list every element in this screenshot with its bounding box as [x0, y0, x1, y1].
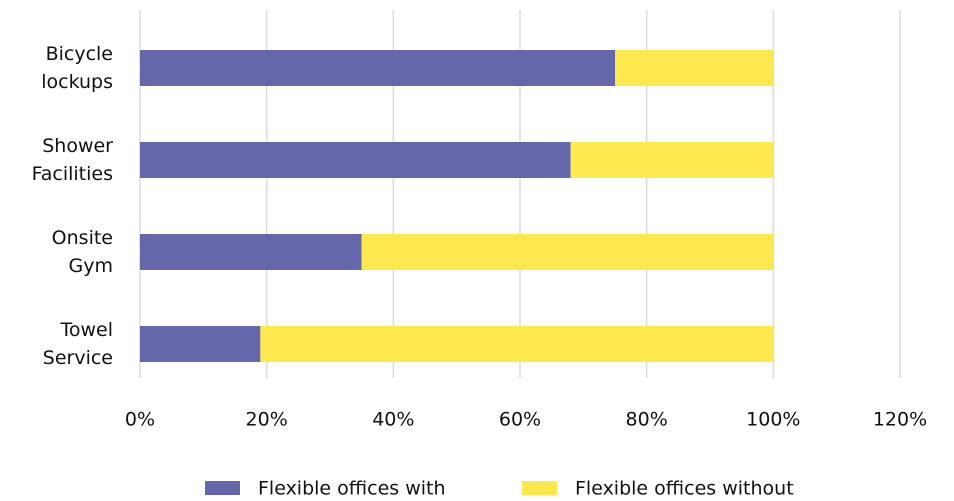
y-tick-label-line: Shower	[42, 135, 113, 157]
y-tick-label: Onsite Gym	[52, 227, 113, 277]
bar	[140, 234, 362, 270]
y-tick-label-line: Onsite	[52, 227, 113, 249]
bar	[570, 142, 774, 178]
bar	[140, 326, 261, 362]
x-tick-label: 40%	[372, 409, 414, 431]
y-tick-label-line: Bicycle	[46, 43, 113, 65]
bar	[140, 50, 615, 86]
bar	[260, 326, 774, 362]
legend-label: Flexible offices with	[258, 478, 446, 500]
y-tick-label: Towel Service	[43, 319, 113, 369]
x-tick-label: 60%	[499, 409, 541, 431]
bar	[615, 50, 774, 86]
y-tick-label: Shower Facilities	[32, 135, 114, 185]
y-tick-label-line: lockups	[41, 71, 113, 93]
y-tick-label-line: Towel	[59, 319, 113, 341]
x-tick-label: 120%	[873, 409, 927, 431]
y-tick-label-line: Facilities	[32, 163, 113, 185]
legend-swatch	[522, 481, 557, 495]
y-tick-label: Bicycle lockups	[41, 43, 113, 93]
legend-swatch	[205, 481, 240, 495]
x-tick-label: 80%	[626, 409, 668, 431]
x-tick-label: 100%	[746, 409, 800, 431]
y-tick-label-line: Gym	[69, 255, 113, 277]
x-tick-label: 0%	[125, 409, 155, 431]
y-tick-label-line: Service	[43, 347, 113, 369]
x-tick-label: 20%	[246, 409, 288, 431]
legend-label: Flexible offices without	[575, 478, 794, 500]
bar	[361, 234, 774, 270]
bar	[140, 142, 571, 178]
